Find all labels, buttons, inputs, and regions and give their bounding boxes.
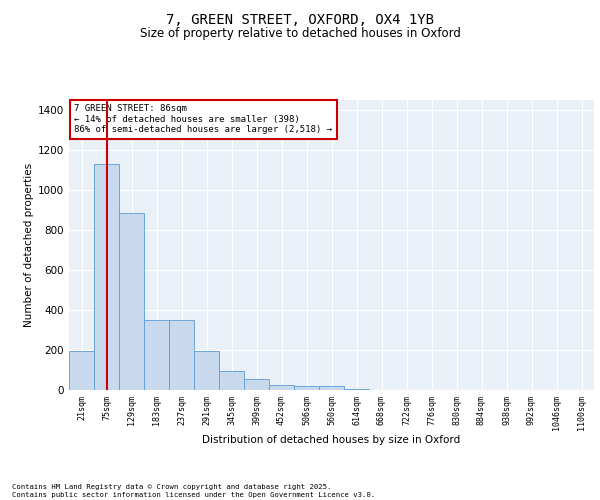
Bar	[94, 164, 119, 390]
Text: 7, GREEN STREET, OXFORD, OX4 1YB: 7, GREEN STREET, OXFORD, OX4 1YB	[166, 12, 434, 26]
Bar	[144, 320, 169, 390]
X-axis label: Distribution of detached houses by size in Oxford: Distribution of detached houses by size …	[202, 436, 461, 446]
Y-axis label: Number of detached properties: Number of detached properties	[24, 163, 34, 327]
Text: Contains HM Land Registry data © Crown copyright and database right 2025.
Contai: Contains HM Land Registry data © Crown c…	[12, 484, 375, 498]
Bar	[244, 379, 269, 390]
Bar	[119, 213, 144, 390]
Bar	[169, 320, 194, 390]
Text: Size of property relative to detached houses in Oxford: Size of property relative to detached ho…	[140, 28, 460, 40]
Bar	[319, 386, 344, 390]
Bar	[219, 371, 244, 390]
Text: 7 GREEN STREET: 86sqm
← 14% of detached houses are smaller (398)
86% of semi-det: 7 GREEN STREET: 86sqm ← 14% of detached …	[74, 104, 332, 134]
Bar	[344, 389, 369, 390]
Bar	[269, 385, 294, 390]
Bar	[69, 351, 94, 390]
Bar	[294, 386, 319, 390]
Bar	[194, 350, 219, 390]
